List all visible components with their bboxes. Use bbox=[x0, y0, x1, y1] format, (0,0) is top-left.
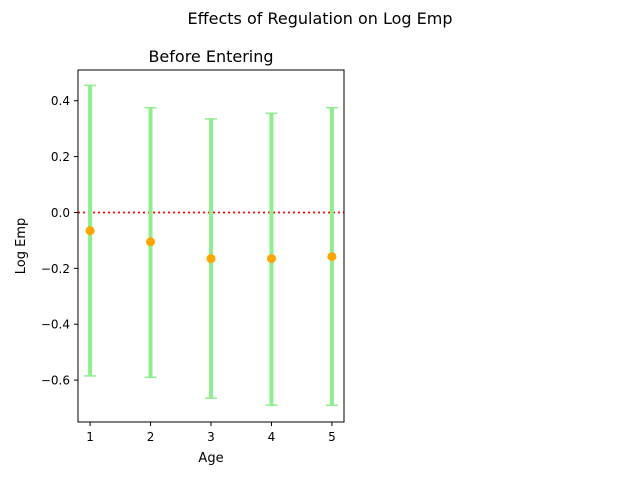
data-point bbox=[85, 226, 95, 236]
data-point bbox=[206, 254, 216, 264]
y-tick-label: −0.6 bbox=[41, 374, 70, 388]
figure-suptitle: Effects of Regulation on Log Emp bbox=[187, 9, 452, 28]
y-tick-label: 0.2 bbox=[51, 150, 70, 164]
data-point bbox=[266, 254, 276, 264]
y-tick-label: −0.4 bbox=[41, 318, 70, 332]
plot-area bbox=[78, 84, 344, 406]
x-tick-label: 3 bbox=[207, 430, 215, 444]
y-tick-label: −0.2 bbox=[41, 262, 70, 276]
x-tick-label: 5 bbox=[328, 430, 336, 444]
x-tick-label: 1 bbox=[86, 430, 94, 444]
x-tick-label: 2 bbox=[147, 430, 155, 444]
chart-title: Before Entering bbox=[148, 47, 273, 66]
x-tick-label: 4 bbox=[268, 430, 276, 444]
data-point bbox=[146, 237, 156, 247]
x-axis-label: Age bbox=[198, 451, 223, 466]
y-tick-label: 0.4 bbox=[51, 94, 70, 108]
axes-frame bbox=[77, 69, 345, 423]
x-axis-ticks: 1 2 3 4 5 bbox=[86, 422, 336, 444]
y-tick-label: 0.0 bbox=[51, 206, 70, 220]
y-axis-ticks: 0.4 0.2 0.0 −0.2 −0.4 −0.6 bbox=[41, 94, 78, 388]
y-axis-label: Log Emp bbox=[14, 218, 29, 274]
data-point bbox=[327, 252, 337, 262]
